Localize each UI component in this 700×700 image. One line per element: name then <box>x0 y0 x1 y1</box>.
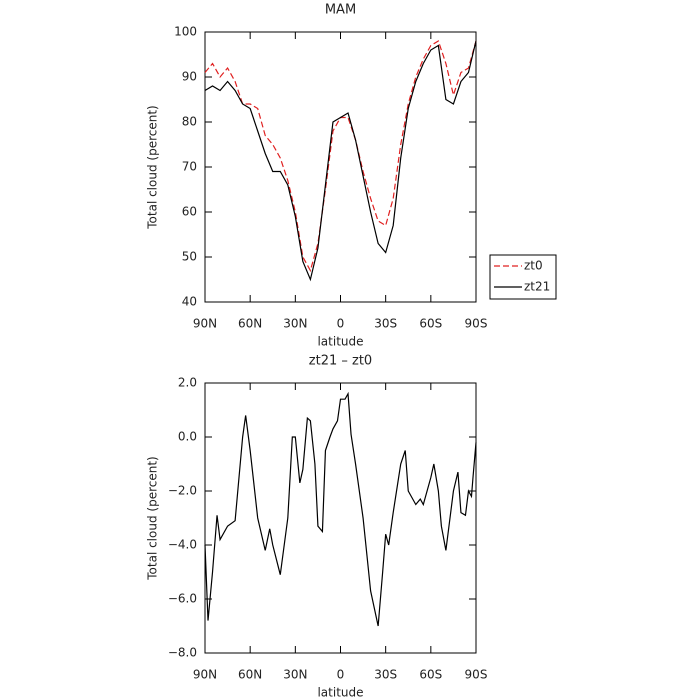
y-tick-label: 40 <box>182 295 197 309</box>
y-tick-label: 80 <box>182 115 197 129</box>
plot-frame <box>204 382 477 654</box>
legend-box <box>489 254 557 300</box>
x-tick-label: 60S <box>419 668 442 682</box>
y-tick-label: 100 <box>174 25 197 39</box>
x-tick-label: 0 <box>337 668 345 682</box>
y-axis-label: Total cloud (percent) <box>146 105 160 229</box>
x-tick-label: 30S <box>374 317 397 331</box>
x-tick-label: 30S <box>374 668 397 682</box>
y-axis-label: Total cloud (percent) <box>146 456 160 580</box>
legend-label: zt21 <box>524 280 550 294</box>
x-axis-label: latitude <box>317 335 363 349</box>
y-tick-label: 90 <box>182 70 197 84</box>
plot-frame <box>204 31 477 303</box>
y-tick-label: −8.0 <box>168 646 197 660</box>
x-tick-label: 30N <box>283 317 307 331</box>
x-tick-label: 60N <box>238 668 262 682</box>
y-tick-label: 50 <box>182 250 197 264</box>
y-tick-label: 0.0 <box>178 430 197 444</box>
y-tick-label: 60 <box>182 205 197 219</box>
chart-title: MAM <box>325 3 356 18</box>
data-line <box>204 40 477 282</box>
y-tick-label: 70 <box>182 160 197 174</box>
x-tick-label: 60S <box>419 317 442 331</box>
data-line <box>204 40 477 273</box>
x-tick-label: 90S <box>465 668 488 682</box>
x-tick-label: 60N <box>238 317 262 331</box>
x-tick-label: 30N <box>283 668 307 682</box>
y-tick-label: 2.0 <box>178 376 197 390</box>
y-tick-label: −4.0 <box>168 538 197 552</box>
y-tick-label: −2.0 <box>168 484 197 498</box>
x-tick-label: 90S <box>465 317 488 331</box>
legend-label: zt0 <box>524 259 543 273</box>
x-tick-label: 0 <box>337 317 345 331</box>
data-line <box>204 391 477 627</box>
chart-title: zt21 – zt0 <box>309 354 372 369</box>
x-axis-label: latitude <box>317 686 363 700</box>
x-tick-label: 90N <box>193 317 217 331</box>
y-tick-label: −6.0 <box>168 592 197 606</box>
x-tick-label: 90N <box>193 668 217 682</box>
